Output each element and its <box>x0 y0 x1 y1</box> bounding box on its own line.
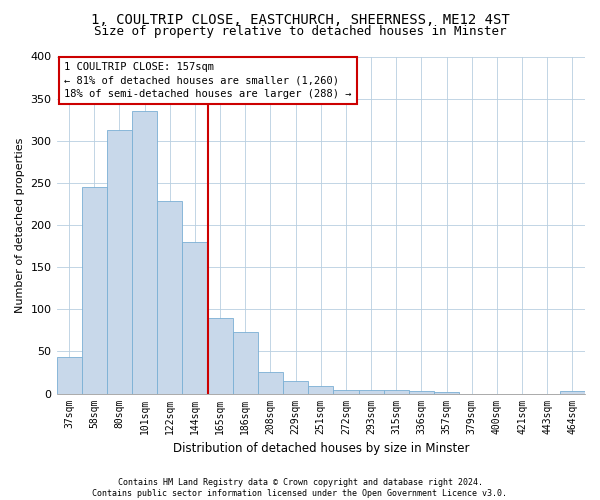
Bar <box>233 332 258 394</box>
Bar <box>208 318 233 394</box>
Text: 1 COULTRIP CLOSE: 157sqm
← 81% of detached houses are smaller (1,260)
18% of sem: 1 COULTRIP CLOSE: 157sqm ← 81% of detach… <box>64 62 352 99</box>
Bar <box>107 130 132 394</box>
Bar <box>359 390 383 394</box>
Bar <box>383 390 409 394</box>
X-axis label: Distribution of detached houses by size in Minster: Distribution of detached houses by size … <box>173 442 469 455</box>
Text: Contains HM Land Registry data © Crown copyright and database right 2024.
Contai: Contains HM Land Registry data © Crown c… <box>92 478 508 498</box>
Y-axis label: Number of detached properties: Number of detached properties <box>15 138 25 312</box>
Bar <box>334 390 359 394</box>
Bar <box>308 386 334 394</box>
Bar <box>182 242 208 394</box>
Bar <box>132 112 157 394</box>
Bar <box>409 391 434 394</box>
Text: Size of property relative to detached houses in Minster: Size of property relative to detached ho… <box>94 25 506 38</box>
Bar <box>157 202 182 394</box>
Bar <box>258 372 283 394</box>
Bar <box>434 392 459 394</box>
Bar <box>283 381 308 394</box>
Text: 1, COULTRIP CLOSE, EASTCHURCH, SHEERNESS, ME12 4ST: 1, COULTRIP CLOSE, EASTCHURCH, SHEERNESS… <box>91 12 509 26</box>
Bar <box>560 391 585 394</box>
Bar <box>82 187 107 394</box>
Bar <box>56 358 82 394</box>
